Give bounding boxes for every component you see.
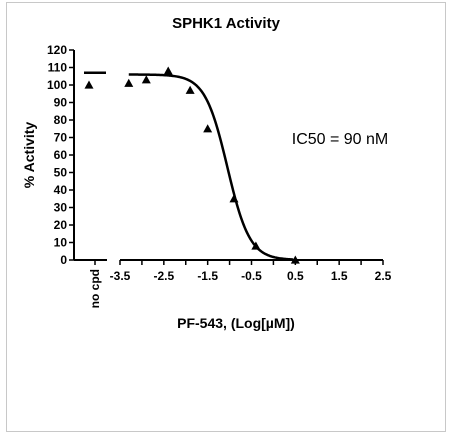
- control-point: [84, 80, 94, 89]
- x-axis-label: PF-543, (Log[µM]): [177, 315, 295, 331]
- x-tick-label: 2.5: [375, 269, 392, 283]
- x-tick-label: -0.5: [241, 269, 262, 283]
- y-tick-label: 70: [54, 131, 68, 145]
- y-tick-label: 120: [47, 43, 67, 57]
- data-point: [185, 85, 195, 94]
- y-axis-label: % Activity: [21, 122, 37, 189]
- y-tick-label: 50: [54, 166, 68, 180]
- x-tick-label-control: no cpd: [88, 269, 102, 308]
- x-tick-label: 0.5: [287, 269, 304, 283]
- x-tick-label: -2.5: [153, 269, 174, 283]
- fit-curve: [128, 73, 294, 261]
- y-tick-label: 110: [48, 61, 68, 75]
- x-tick-label: 1.5: [331, 269, 348, 283]
- y-tick-label: 30: [54, 201, 68, 215]
- data-point: [203, 124, 213, 133]
- ic50-annotation: IC50 = 90 nM: [292, 131, 389, 148]
- y-tick-label: 90: [54, 96, 68, 110]
- chart-title: SPHK1 Activity: [172, 15, 280, 32]
- data-point: [124, 78, 134, 87]
- y-tick-label: 100: [47, 78, 67, 92]
- y-tick-label: 10: [54, 236, 68, 250]
- y-tick-label: 60: [54, 148, 68, 162]
- y-tick-label: 20: [54, 218, 68, 232]
- y-tick-label: 0: [60, 253, 67, 267]
- chart-frame: [6, 2, 446, 432]
- y-tick-label: 80: [54, 113, 68, 127]
- data-point: [141, 75, 151, 84]
- data-point: [290, 255, 300, 264]
- x-tick-label: -3.5: [110, 269, 131, 283]
- data-point: [163, 66, 173, 75]
- y-tick-label: 40: [54, 183, 68, 197]
- x-tick-label: -1.5: [197, 269, 218, 283]
